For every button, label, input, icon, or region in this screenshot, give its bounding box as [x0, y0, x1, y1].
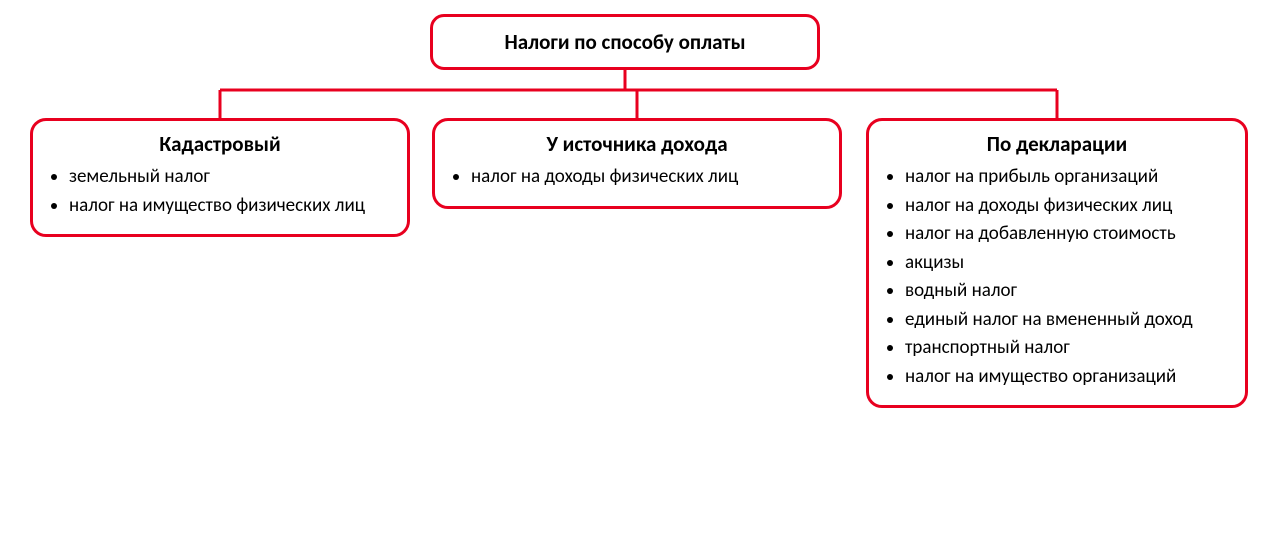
- list-item: единый налог на вмененный доход: [905, 306, 1231, 334]
- child-title: Кадастровый: [47, 131, 393, 157]
- child-node-by_declaration: По декларации налог на прибыль организаци…: [866, 118, 1248, 408]
- list-item: транспортный налог: [905, 334, 1231, 362]
- child-node-cadastral: Кадастровый земельный налогналог на имуще…: [30, 118, 410, 237]
- child-item-list: земельный налогналог на имущество физиче…: [47, 163, 393, 219]
- list-item: налог на доходы физических лиц: [905, 192, 1231, 220]
- list-item: земельный налог: [69, 163, 393, 191]
- root-title: Налоги по способу оплаты: [504, 29, 745, 55]
- child-node-at_income_source: У источника дохода налог на доходы физиче…: [432, 118, 842, 209]
- list-item: водный налог: [905, 277, 1231, 305]
- list-item: налог на имущество физических лиц: [69, 192, 393, 220]
- list-item: налог на имущество организаций: [905, 363, 1231, 391]
- list-item: налог на добавленную стоимость: [905, 220, 1231, 248]
- list-item: налог на прибыль организаций: [905, 163, 1231, 191]
- list-item: налог на доходы физических лиц: [471, 163, 825, 191]
- root-node: Налоги по способу оплаты: [430, 14, 820, 70]
- child-item-list: налог на доходы физических лиц: [449, 163, 825, 191]
- child-title: По декларации: [883, 131, 1231, 157]
- child-item-list: налог на прибыль организацийналог на дох…: [883, 163, 1231, 390]
- list-item: акцизы: [905, 249, 1231, 277]
- child-title: У источника дохода: [449, 131, 825, 157]
